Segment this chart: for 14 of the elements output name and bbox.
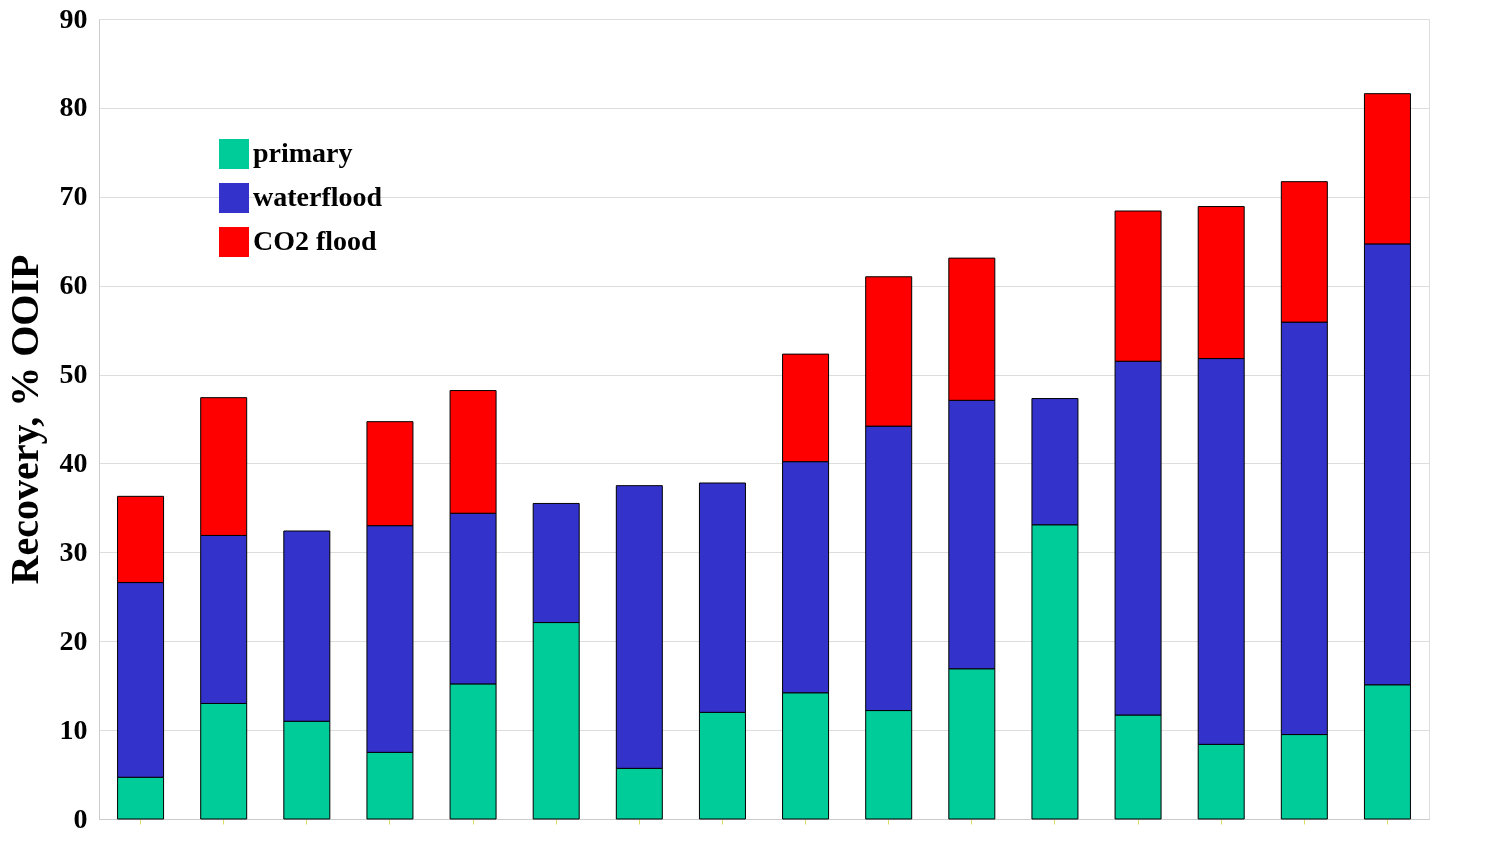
y-tick-label: 0 [73, 802, 88, 834]
y-tick-label: 90 [59, 2, 88, 34]
y-tick-label: 20 [59, 624, 88, 656]
legend-label: waterflood [253, 181, 383, 212]
y-tick-label: 50 [59, 358, 88, 390]
legend-label: primary [253, 137, 353, 168]
y-tick-label: 70 [59, 180, 88, 212]
y-tick-label: 40 [59, 446, 88, 478]
y-tick-label: 60 [59, 269, 88, 301]
y-tick-label: 10 [59, 713, 88, 745]
legend-label: CO2 flood [253, 225, 378, 256]
y-tick-label: 80 [59, 91, 88, 123]
y-axis-title: Recovery, % OOIP [1, 254, 47, 585]
y-tick-label: 30 [59, 535, 88, 567]
